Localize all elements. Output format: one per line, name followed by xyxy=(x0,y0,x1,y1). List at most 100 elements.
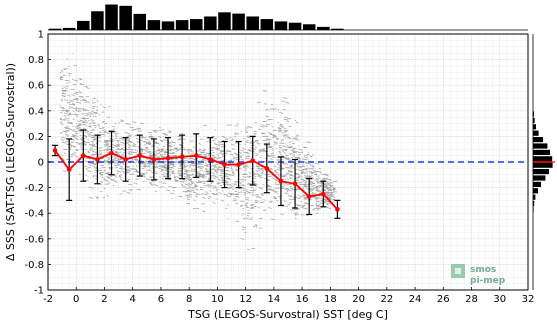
x-tick-label: 18 xyxy=(324,294,337,305)
x-tick-label: 8 xyxy=(186,294,192,305)
mean-series xyxy=(52,148,340,212)
y-tick-label: -0.4 xyxy=(24,209,44,220)
x-tick-label: 30 xyxy=(493,294,506,305)
top-histogram-bar xyxy=(175,20,189,30)
x-tick-label: 4 xyxy=(130,294,136,305)
right-histogram-bar xyxy=(533,111,534,117)
x-tick-label: 16 xyxy=(296,294,309,305)
right-histogram-bar xyxy=(533,143,548,149)
top-histogram-bar xyxy=(288,22,302,30)
right-histogram-bar xyxy=(533,201,535,207)
x-tick-label: 2 xyxy=(101,294,107,305)
logo-line1: smos xyxy=(470,265,496,275)
top-histogram-bar xyxy=(77,20,90,30)
logo-line2: pi-mep xyxy=(470,276,506,286)
series-point xyxy=(193,153,199,158)
series-point xyxy=(208,157,213,162)
series-point xyxy=(250,158,256,164)
y-tick-label: 0.4 xyxy=(28,106,44,117)
top-histogram-bar xyxy=(161,21,175,30)
y-tick-label: 0.8 xyxy=(28,55,44,66)
top-histogram-bar xyxy=(302,24,316,30)
y-tick-labels: -1 -0.8 -0.6 -0.4 -0.2 0 0.2 0.4 0.6 0.8 1 xyxy=(24,30,51,297)
top-histogram-bar xyxy=(331,28,344,30)
right-histogram-bar xyxy=(533,156,553,162)
series-point xyxy=(151,157,157,162)
right-histogram xyxy=(532,34,555,290)
scatter-cloud xyxy=(59,52,338,250)
y-tick-label: 1 xyxy=(38,30,44,41)
x-tick-labels: -2 0 2 4 6 8 10 12 14 16 18 20 22 24 26 28 30 32 xyxy=(43,287,534,305)
x-tick-label: 12 xyxy=(239,294,252,305)
right-histogram-bar xyxy=(533,149,550,155)
x-tick-label: 28 xyxy=(465,294,478,305)
top-histogram-bar xyxy=(274,21,288,30)
y-tick-label: -0.6 xyxy=(24,234,44,245)
right-histogram-bar xyxy=(533,130,539,136)
series-point xyxy=(179,154,185,160)
top-histogram-bar xyxy=(133,13,147,30)
right-histogram-bar xyxy=(533,175,546,181)
series-point xyxy=(335,207,340,212)
right-histogram-bar xyxy=(533,181,541,187)
x-tick-label: 24 xyxy=(409,294,422,305)
y-tick-label: 0 xyxy=(38,158,44,169)
series-point xyxy=(66,167,72,172)
right-histogram-bar xyxy=(533,137,543,143)
right-histogram-bar xyxy=(533,207,534,213)
top-histogram-bar xyxy=(317,26,330,30)
x-tick-label: 14 xyxy=(268,294,281,305)
top-histogram-bar xyxy=(218,12,231,30)
top-histogram-bar xyxy=(260,19,274,30)
top-histogram-bar xyxy=(48,28,62,30)
y-tick-label: -1 xyxy=(34,286,44,297)
right-histogram-bar xyxy=(533,194,536,200)
top-histogram-bar xyxy=(246,16,259,30)
series-point xyxy=(95,157,100,162)
right-histogram-bar xyxy=(533,124,536,130)
x-axis-label: TSG (LEGOS-Survostral) SST [deg C] xyxy=(187,308,388,321)
x-tick-label: 22 xyxy=(380,294,393,305)
series-point xyxy=(109,150,114,156)
series-point xyxy=(264,166,270,171)
top-histogram-bar xyxy=(62,27,76,30)
series-point xyxy=(80,153,86,158)
series-point xyxy=(306,194,312,199)
y-axis-label: Δ SSS (SAT-TSG (LEGOS-Survostral)) xyxy=(4,63,17,261)
series-point xyxy=(137,153,143,158)
right-histogram-bar xyxy=(533,117,535,123)
right-histogram-bar xyxy=(533,162,553,168)
x-tick-label: 20 xyxy=(352,294,365,305)
y-tick-label: -0.8 xyxy=(24,260,44,271)
series-point xyxy=(52,148,58,153)
top-histogram-bar xyxy=(147,20,161,30)
series-point xyxy=(165,155,171,161)
top-histogram-bar xyxy=(105,4,118,30)
x-tick-label: 32 xyxy=(522,294,535,305)
right-histogram-bar xyxy=(533,188,538,194)
x-tick-label: -2 xyxy=(43,294,53,305)
top-histogram-bar xyxy=(204,16,217,30)
x-tick-label: 0 xyxy=(73,294,79,305)
scatter-cloud-points xyxy=(59,52,338,250)
x-tick-label: 10 xyxy=(211,294,224,305)
top-histogram xyxy=(48,4,528,31)
smos-pimep-logo: smos pi-mep xyxy=(451,264,506,286)
series-point xyxy=(123,157,128,162)
top-histogram-bar xyxy=(91,11,104,31)
logo-mark-inner-icon xyxy=(455,268,461,274)
series-point xyxy=(222,162,227,167)
right-histogram-bar xyxy=(533,169,549,175)
top-histogram-bar xyxy=(189,19,203,30)
series-point xyxy=(236,162,241,167)
series-point xyxy=(320,191,326,197)
series-point xyxy=(278,178,284,184)
y-tick-label: 0.6 xyxy=(28,81,44,92)
x-tick-label: 26 xyxy=(437,294,450,305)
top-histogram-bar xyxy=(232,13,245,31)
series-point xyxy=(292,181,298,187)
top-histogram-bar xyxy=(119,5,132,31)
y-tick-label: 0.2 xyxy=(28,132,44,143)
x-tick-label: 6 xyxy=(158,294,164,305)
